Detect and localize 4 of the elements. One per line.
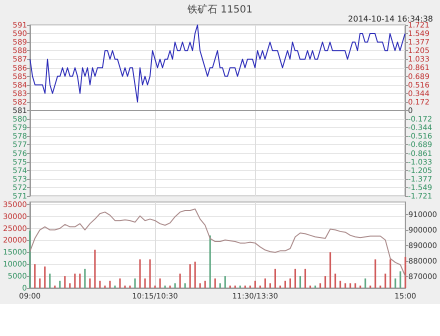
line-series bbox=[30, 24, 406, 102]
chart-title: 铁矿石 11501 bbox=[186, 4, 252, 16]
chart-subtitle: 2014-10-14 16:34:38 bbox=[348, 14, 434, 24]
line-series bbox=[29, 208, 406, 277]
